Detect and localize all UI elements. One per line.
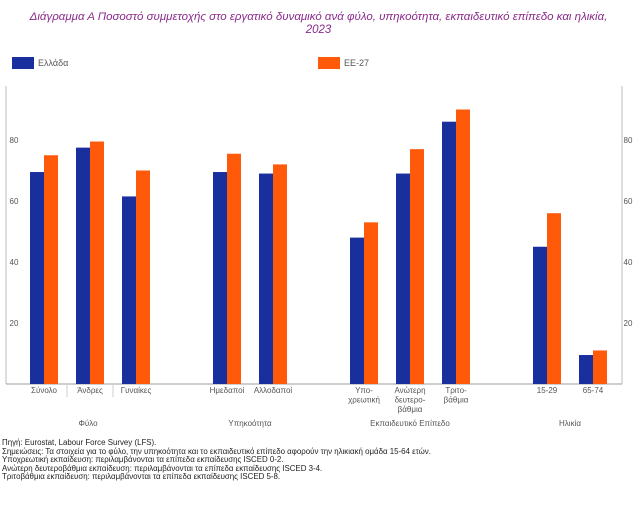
y-tick-label-left: 80 <box>10 136 19 145</box>
bar-eu27-4 <box>227 153 241 384</box>
bar-eu27-6 <box>364 222 378 384</box>
bar-greece-6 <box>350 237 364 384</box>
y-tick-label-left: 40 <box>10 258 19 267</box>
note-tertiary: Τριτοβάθμια εκπαίδευση: περιλαμβάνονται … <box>2 472 281 482</box>
y-tick-label-right: 60 <box>624 197 633 206</box>
bar-eu27-2 <box>90 141 104 384</box>
bar-eu27-3 <box>136 170 150 384</box>
group-label: Φύλο <box>78 419 98 428</box>
category-label: Γυναίκες <box>121 386 152 395</box>
group-label: Ηλικία <box>559 419 581 428</box>
bar-eu27-7 <box>410 149 424 384</box>
bar-eu27-5 <box>273 164 287 384</box>
bar-greece-9 <box>533 246 547 384</box>
chart-title-line-2: 2023 <box>305 24 332 36</box>
group-label: Εκπαιδευτικό Επίπεδο <box>370 419 450 428</box>
category-label: βάθμια <box>444 396 469 405</box>
category-label: δευτερο- <box>395 396 426 405</box>
y-tick-label-left: 20 <box>10 319 19 328</box>
y-tick-label-right: 20 <box>624 319 633 328</box>
y-tick-label-right: 80 <box>624 136 633 145</box>
chart-notes: Πηγή: Eurostat, Labour Force Survey (LFS… <box>2 438 632 482</box>
y-tick-label-left: 60 <box>10 197 19 206</box>
bar-greece-1 <box>30 172 44 384</box>
bar-eu27-10 <box>593 350 607 384</box>
bar-greece-2 <box>76 147 90 384</box>
note-upper-secondary: Ανώτερη δευτεροβάθμια εκπαίδευση: περιλα… <box>2 463 323 473</box>
legend-label-greece: Ελλάδα <box>38 58 69 68</box>
note-remarks: Σημειώσεις: Τα στοιχεία για το φύλο, την… <box>2 446 431 456</box>
group-label: Υπηκοότητα <box>228 419 272 428</box>
bar-eu27-8 <box>456 109 470 384</box>
legend-item-eu: ΕΕ-27 <box>318 56 369 70</box>
legend-item-greece: Ελλάδα <box>12 56 68 70</box>
bar-chart: 20 20 40 40 60 60 80 80 Σύνολο Άνδρες Γυναίκες Ημεδ… <box>5 86 633 428</box>
legend-swatch-eu <box>318 57 340 69</box>
chart-title-line-1: Διάγραμμα Α Ποσοστό συμμετοχής στο εργατ… <box>29 11 608 23</box>
category-label: Υπο- <box>355 386 373 395</box>
bar-greece-8 <box>442 121 456 384</box>
category-label: Ημεδαποί <box>210 386 245 395</box>
bar-greece-3 <box>122 196 136 384</box>
legend-swatch-greece <box>12 57 34 69</box>
category-label: Τριτο- <box>445 386 467 395</box>
category-label: Άνδρες <box>77 386 103 395</box>
note-source: Πηγή: Eurostat, Labour Force Survey (LFS… <box>2 438 157 447</box>
chart-title: Διάγραμμα Α Ποσοστό συμμετοχής στο εργατ… <box>0 11 637 37</box>
bar-greece-7 <box>396 173 410 384</box>
category-label: 65-74 <box>583 386 604 395</box>
category-label: Αλλοδαποί <box>254 386 293 395</box>
note-compulsory: Υποχρεωτική εκπαίδευση: περιλαμβάνονται … <box>2 455 284 465</box>
category-label: Σύνολο <box>31 386 57 395</box>
category-label: 15-29 <box>537 386 558 395</box>
bar-eu27-9 <box>547 213 561 384</box>
category-label: Ανώτερη <box>394 386 425 395</box>
bar-greece-4 <box>213 172 227 384</box>
bar-greece-5 <box>259 173 273 384</box>
bar-eu27-1 <box>44 155 58 384</box>
legend-label-eu: ΕΕ-27 <box>344 58 370 68</box>
y-tick-label-right: 40 <box>624 258 633 267</box>
bar-greece-10 <box>579 355 593 384</box>
category-label: χρεωτική <box>348 396 380 405</box>
category-label: βάθμια <box>398 405 423 414</box>
